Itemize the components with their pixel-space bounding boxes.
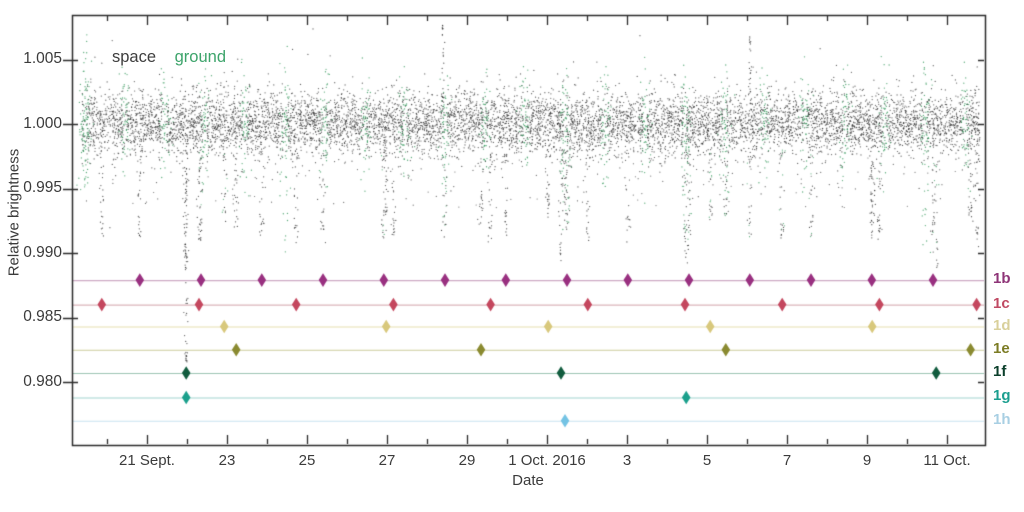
x-axis-title: Date — [512, 472, 544, 489]
x-tick-label: 27 — [378, 452, 396, 469]
x-tick-label: 11 Oct. — [923, 452, 971, 469]
legend: space ground — [112, 48, 226, 67]
y-tick-label: 1.000 — [23, 114, 62, 132]
y-tick-label: 0.980 — [23, 372, 62, 390]
x-tick-label: 5 — [702, 452, 712, 469]
planet-label-1c: 1c — [993, 294, 1010, 312]
planet-label-1d: 1d — [993, 316, 1011, 334]
y-axis-title: Relative brightness — [5, 148, 23, 277]
planet-label-1b: 1b — [993, 270, 1011, 288]
planet-label-1g: 1g — [993, 387, 1011, 405]
planet-label-1e: 1e — [993, 339, 1010, 357]
legend-space-label: space — [112, 48, 157, 66]
y-tick-label: 0.990 — [23, 243, 62, 261]
y-tick-label: 1.005 — [23, 50, 62, 67]
x-tick-label: 29 — [458, 452, 476, 469]
y-tick-label: 0.995 — [23, 179, 62, 196]
x-tick-label: 25 — [298, 452, 316, 469]
x-tick-label: 1 Oct. 2016 — [508, 452, 586, 469]
planet-label-1h: 1h — [993, 410, 1011, 428]
planet-label-1f: 1f — [993, 362, 1007, 380]
y-tick-label: 0.985 — [23, 308, 62, 325]
x-tick-label: 23 — [218, 452, 236, 469]
x-tick-label: 7 — [782, 452, 792, 469]
legend-ground-label: ground — [174, 48, 227, 66]
x-tick-label: 3 — [622, 452, 632, 469]
x-tick-label: 21 Sept. — [119, 452, 175, 469]
x-tick-label: 9 — [862, 452, 872, 469]
